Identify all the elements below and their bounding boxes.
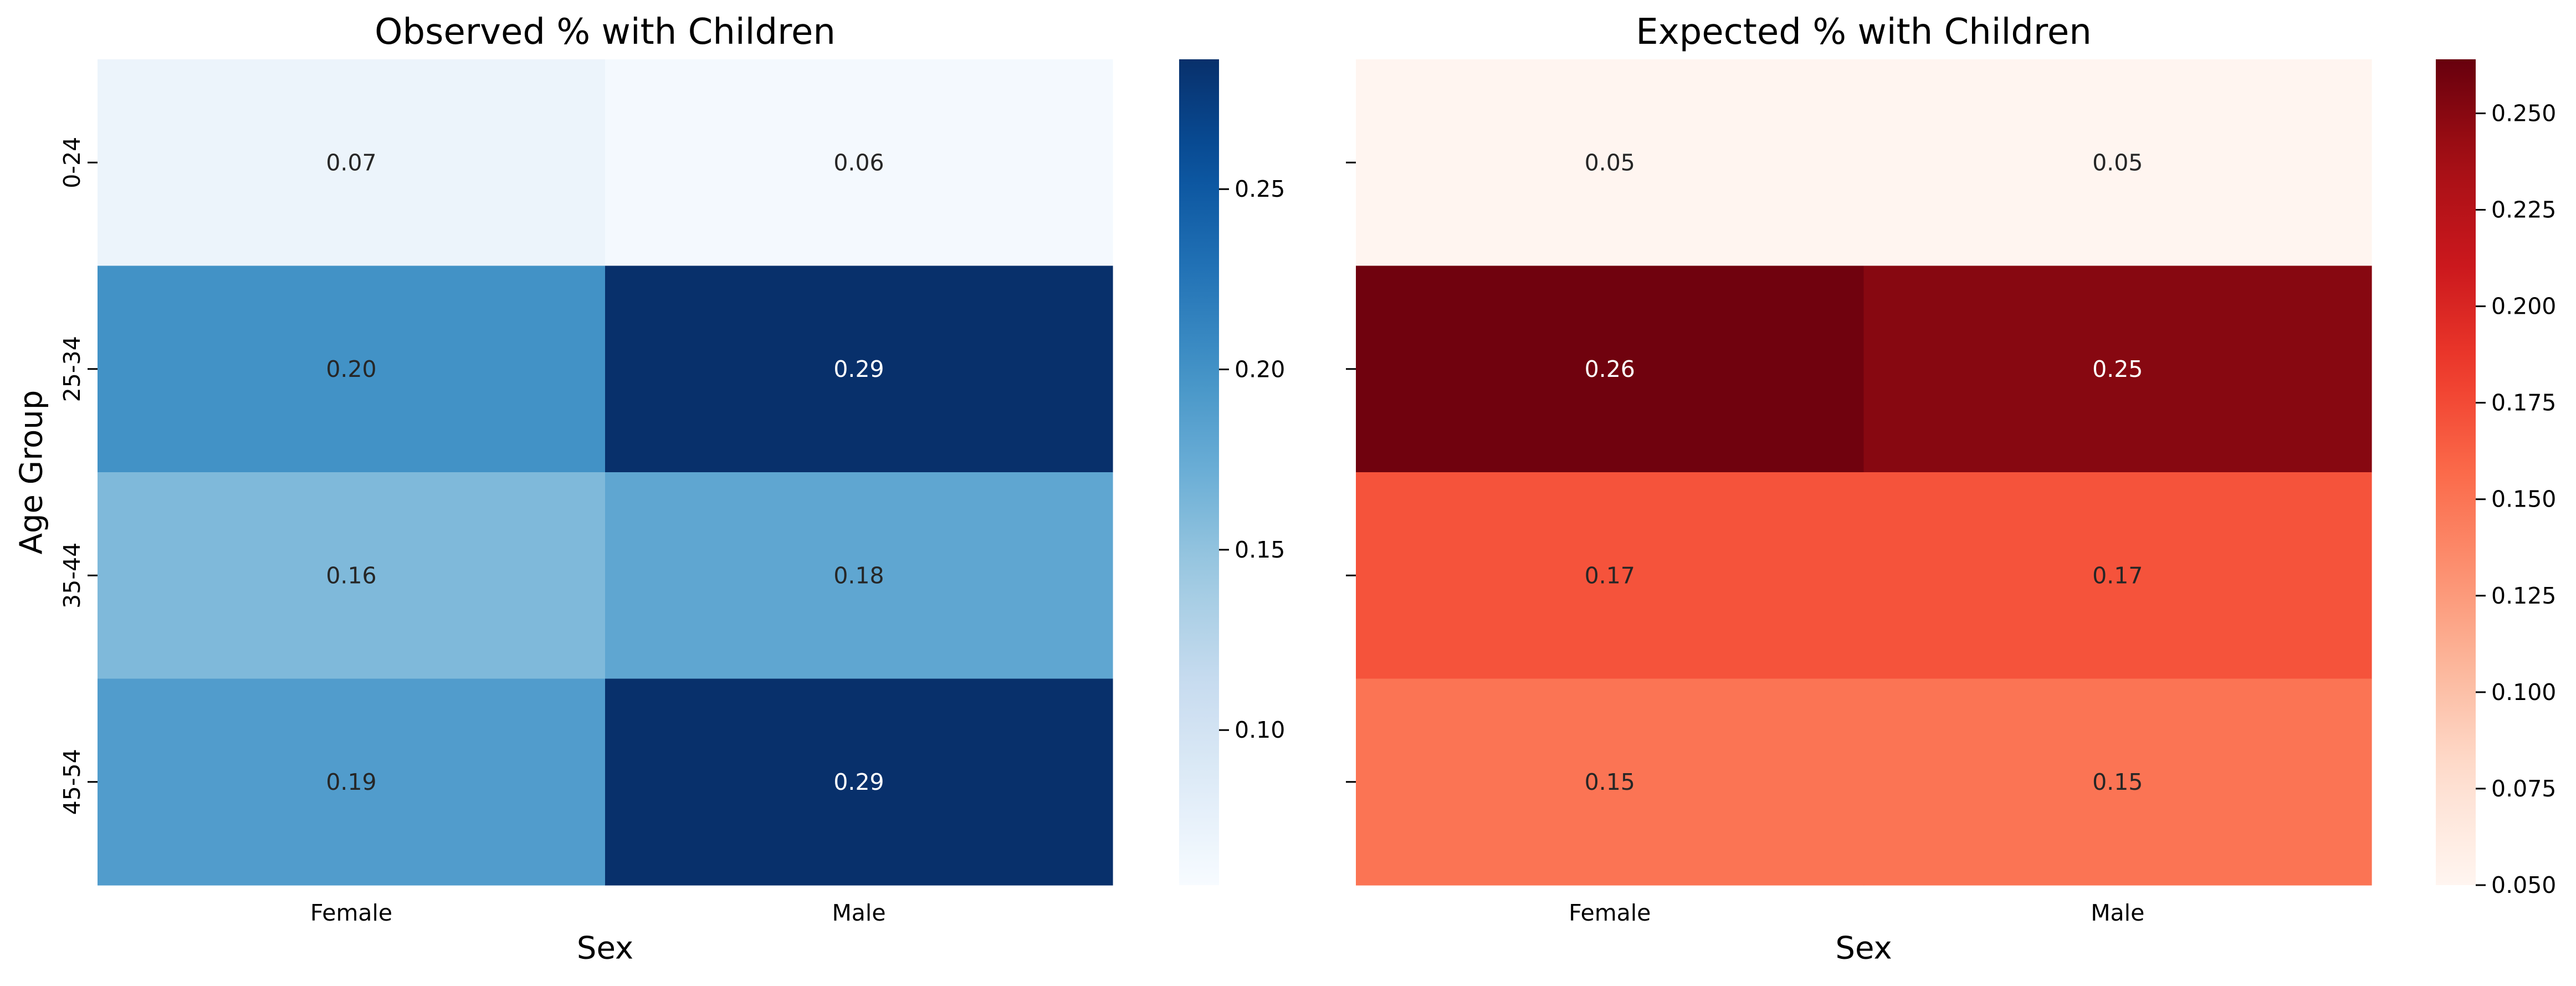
heatmap-cell [1863, 678, 2372, 886]
y-tick-label: 0-24 [59, 137, 85, 188]
heatmap-cell [98, 472, 606, 680]
heatmap-cell [98, 678, 606, 886]
colorbar-tick-label: 0.050 [2491, 872, 2556, 898]
x-tick-label: Female [310, 900, 392, 926]
y-tick-label: 35-44 [59, 543, 85, 609]
heatmap-cell [605, 678, 1113, 886]
cell-label: 0.07 [326, 149, 376, 176]
cell-label: 0.18 [833, 562, 884, 589]
colorbar [2436, 59, 2476, 885]
heatmap-panel-1: 0.07 0.06 0.20 0.29 0.16 0.18 0.19 0.29 Observed… [14, 12, 1286, 967]
colorbar-tick-label: 0.25 [1235, 176, 1285, 202]
colorbar-tick-label: 0.15 [1235, 537, 1285, 563]
y-axis-label: Age Group [14, 390, 50, 555]
cell-label: 0.05 [2092, 149, 2143, 176]
colorbar-tick-label: 0.075 [2491, 775, 2556, 802]
heatmap-cell [98, 59, 606, 267]
cell-label: 0.15 [1585, 769, 1635, 795]
heatmap-cell [1863, 265, 2372, 473]
colorbar-tick-label: 0.175 [2491, 390, 2556, 416]
x-tick-label: Female [1569, 900, 1651, 926]
heatmap-cell [1356, 678, 1865, 886]
heatmap-cell [1356, 59, 1865, 267]
heatmap-cell [98, 265, 606, 473]
heatmap-panel-2: 0.05 0.05 0.26 0.25 0.17 0.17 0.15 0.15 Expected… [1346, 12, 2556, 967]
cell-label: 0.16 [326, 562, 376, 589]
cell-label: 0.26 [1585, 356, 1635, 382]
colorbar-tick-label: 0.150 [2491, 486, 2556, 513]
x-tick-label: Male [832, 900, 885, 926]
cell-label: 0.19 [326, 769, 376, 795]
heatmap-cell [1356, 472, 1865, 680]
colorbar-tick-label: 0.100 [2491, 679, 2556, 706]
colorbar-tick-label: 0.225 [2491, 197, 2556, 223]
colorbar-tick-label: 0.250 [2491, 100, 2556, 126]
chart-title: Observed % with Children [375, 12, 836, 53]
y-tick-label: 25-34 [59, 336, 85, 402]
cell-label: 0.15 [2092, 769, 2143, 795]
cell-label: 0.29 [833, 356, 884, 382]
heatmap-cell [1356, 265, 1865, 473]
colorbar-tick-label: 0.10 [1235, 717, 1285, 743]
heatmap-cell [1863, 59, 2372, 267]
heatmap-cell [605, 265, 1113, 473]
x-tick-label: Male [2091, 900, 2144, 926]
chart-title: Expected % with Children [1636, 12, 2092, 53]
x-axis-label: Sex [577, 931, 633, 967]
colorbar-tick-label: 0.200 [2491, 293, 2556, 320]
colorbar-tick-label: 0.20 [1235, 356, 1285, 383]
cell-label: 0.17 [1585, 562, 1635, 589]
cell-label: 0.17 [2092, 562, 2143, 589]
x-axis-label: Sex [1835, 931, 1892, 967]
heatmap-cell [1863, 472, 2372, 680]
cell-label: 0.05 [1585, 149, 1635, 176]
y-tick-label: 45-54 [59, 749, 85, 815]
cell-label: 0.29 [833, 769, 884, 795]
cell-label: 0.06 [833, 149, 884, 176]
colorbar-tick-label: 0.125 [2491, 583, 2556, 609]
colorbar [1179, 59, 1219, 885]
cell-label: 0.25 [2092, 356, 2143, 382]
heatmap-cell [605, 59, 1113, 267]
heatmap-cell [605, 472, 1113, 680]
cell-label: 0.20 [326, 356, 376, 382]
